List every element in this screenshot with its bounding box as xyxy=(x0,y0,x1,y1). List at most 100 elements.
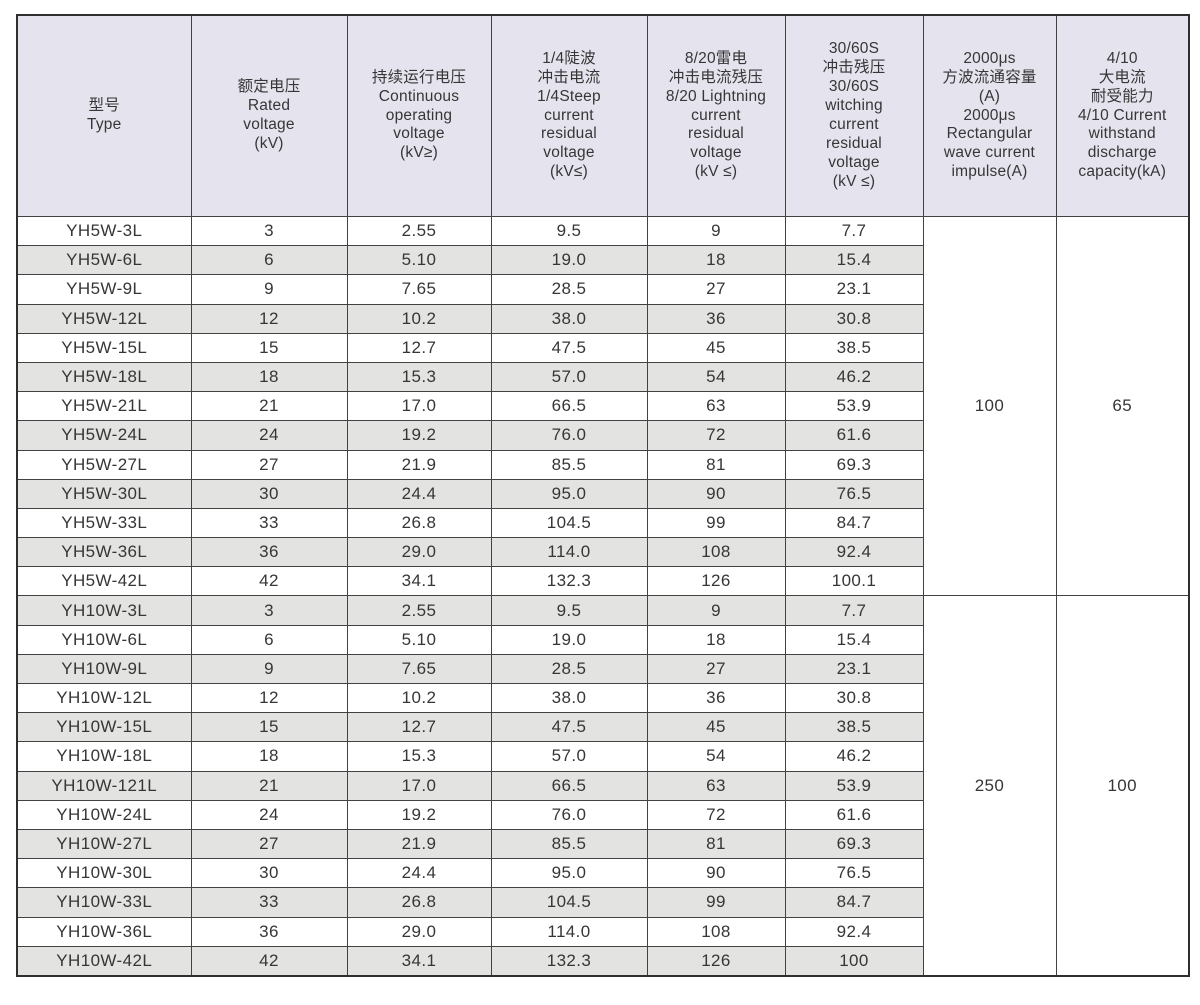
steep-residual-cell: 47.5 xyxy=(490,332,648,363)
rated-voltage-cell: 21 xyxy=(190,391,348,422)
type-cell: YH5W-36L xyxy=(16,537,192,568)
rated-voltage-cell: 33 xyxy=(190,887,348,918)
table-row: YH5W-12L 12 10.2 38.0 36 30.8 xyxy=(16,303,1189,334)
rated-voltage-cell: 21 xyxy=(190,770,348,801)
type-cell: YH10W-33L xyxy=(16,887,192,918)
continuous-operating-voltage-cell: 17.0 xyxy=(346,770,492,801)
rated-voltage-cell: 27 xyxy=(190,449,348,480)
steep-residual-cell: 66.5 xyxy=(490,391,648,422)
type-cell: YH5W-42L xyxy=(16,566,192,597)
table-row: YH5W-36L 36 29.0 114.0 108 92.4 xyxy=(16,537,1189,568)
table-body: YH5W-3L 3 2.55 9.5 9 7.7 100 65 YH5W-6L 6 5.10 19.0… xyxy=(16,215,1190,977)
column-header-lightning-current-residual-voltage: 8/20雷电 冲击电流残压 8/20 Lightning current res… xyxy=(646,14,786,217)
rated-voltage-cell: 6 xyxy=(190,245,348,276)
table-row: YH10W-15L 15 12.7 47.5 45 38.5 xyxy=(16,712,1189,743)
rated-voltage-cell: 36 xyxy=(190,916,348,947)
rated-voltage-cell: 24 xyxy=(190,420,348,451)
lightning-residual-cell: 9 xyxy=(646,595,786,626)
lightning-residual-cell: 90 xyxy=(646,858,786,889)
switching-residual-cell: 69.3 xyxy=(784,828,924,860)
rated-voltage-cell: 12 xyxy=(190,682,348,714)
continuous-operating-voltage-cell: 15.3 xyxy=(346,361,492,393)
steep-residual-cell: 95.0 xyxy=(490,858,648,889)
type-cell: YH5W-27L xyxy=(16,449,192,480)
lightning-residual-cell: 36 xyxy=(646,303,786,334)
continuous-operating-voltage-cell: 10.2 xyxy=(346,682,492,714)
continuous-operating-voltage-cell: 29.0 xyxy=(346,537,492,568)
table-row: YH5W-3L 3 2.55 9.5 9 7.7 100 65 xyxy=(16,215,1190,597)
continuous-operating-voltage-cell: 21.9 xyxy=(346,449,492,480)
rated-voltage-cell: 27 xyxy=(190,828,348,860)
continuous-operating-voltage-cell: 12.7 xyxy=(346,712,492,743)
switching-residual-cell: 92.4 xyxy=(784,916,924,947)
switching-residual-cell: 7.7 xyxy=(784,595,924,626)
type-cell: YH10W-12L xyxy=(16,682,192,714)
switching-residual-cell: 61.6 xyxy=(784,799,924,830)
steep-residual-cell: 57.0 xyxy=(490,361,648,393)
lightning-residual-cell: 72 xyxy=(646,420,786,451)
type-cell: YH10W-9L xyxy=(16,653,192,685)
switching-residual-cell: 38.5 xyxy=(784,332,924,363)
steep-residual-cell: 132.3 xyxy=(490,945,648,977)
switching-residual-cell: 100 xyxy=(784,945,924,977)
type-cell: YH10W-6L xyxy=(16,624,192,655)
continuous-operating-voltage-cell: 34.1 xyxy=(346,945,492,977)
steep-residual-cell: 76.0 xyxy=(490,420,648,451)
type-cell: YH10W-18L xyxy=(16,741,192,772)
steep-residual-cell: 9.5 xyxy=(490,595,648,626)
switching-residual-cell: 30.8 xyxy=(784,303,924,334)
switching-residual-cell: 38.5 xyxy=(784,712,924,743)
type-cell: YH10W-3L xyxy=(16,595,192,626)
continuous-operating-voltage-cell: 7.65 xyxy=(346,274,492,305)
type-cell: YH10W-36L xyxy=(16,916,192,947)
table-row: YH10W-6L 6 5.10 19.0 18 15.4 xyxy=(16,624,1189,655)
table-row: YH10W-3L 3 2.55 9.5 9 7.7 250 100 xyxy=(16,595,1190,977)
switching-residual-cell: 23.1 xyxy=(784,274,924,305)
continuous-operating-voltage-cell: 26.8 xyxy=(346,887,492,918)
table-row: YH5W-42L 42 34.1 132.3 126 100.1 xyxy=(16,566,1189,597)
switching-residual-cell: 100.1 xyxy=(784,566,924,597)
switching-residual-cell: 15.4 xyxy=(784,624,924,655)
lightning-residual-cell: 99 xyxy=(646,507,786,539)
type-cell: YH5W-3L xyxy=(16,215,192,247)
type-cell: YH5W-18L xyxy=(16,361,192,393)
switching-residual-cell: 53.9 xyxy=(784,770,924,801)
type-cell: YH5W-30L xyxy=(16,478,192,509)
table-row: YH10W-27L 27 21.9 85.5 81 69.3 xyxy=(16,828,1189,860)
continuous-operating-voltage-cell: 34.1 xyxy=(346,566,492,597)
continuous-operating-voltage-cell: 24.4 xyxy=(346,478,492,509)
rated-voltage-cell: 18 xyxy=(190,741,348,772)
switching-residual-cell: 84.7 xyxy=(784,887,924,918)
steep-residual-cell: 114.0 xyxy=(490,916,648,947)
steep-residual-cell: 95.0 xyxy=(490,478,648,509)
continuous-operating-voltage-cell: 5.10 xyxy=(346,245,492,276)
switching-residual-cell: 61.6 xyxy=(784,420,924,451)
rated-voltage-cell: 12 xyxy=(190,303,348,334)
column-header-rectangular-wave-impulse: 2000μs 方波流通容量 (A) 2000μs Rectangular wav… xyxy=(922,14,1057,217)
type-cell: YH5W-15L xyxy=(16,332,192,363)
steep-residual-cell: 9.5 xyxy=(490,215,648,247)
lightning-residual-cell: 27 xyxy=(646,653,786,685)
rated-voltage-cell: 9 xyxy=(190,274,348,305)
steep-residual-cell: 38.0 xyxy=(490,303,648,334)
switching-residual-cell: 84.7 xyxy=(784,507,924,539)
steep-residual-cell: 57.0 xyxy=(490,741,648,772)
header-row: 型号 Type 额定电压 Rated voltage (kV) 持续运行电压 Con… xyxy=(16,14,1190,217)
column-header-rated-voltage: 额定电压 Rated voltage (kV) xyxy=(190,14,348,217)
type-cell: YH10W-24L xyxy=(16,799,192,830)
switching-residual-cell: 46.2 xyxy=(784,741,924,772)
switching-residual-cell: 23.1 xyxy=(784,653,924,685)
lightning-residual-cell: 90 xyxy=(646,478,786,509)
steep-residual-cell: 114.0 xyxy=(490,537,648,568)
steep-residual-cell: 38.0 xyxy=(490,682,648,714)
table-row: YH5W-30L 30 24.4 95.0 90 76.5 xyxy=(16,478,1189,509)
switching-residual-cell: 30.8 xyxy=(784,682,924,714)
rated-voltage-cell: 3 xyxy=(190,215,348,247)
rated-voltage-cell: 18 xyxy=(190,361,348,393)
table-row: YH10W-42L 42 34.1 132.3 126 100 xyxy=(16,945,1189,977)
lightning-residual-cell: 36 xyxy=(646,682,786,714)
switching-residual-cell: 7.7 xyxy=(784,215,924,247)
switching-residual-cell: 92.4 xyxy=(784,537,924,568)
high-current-withstand-cell: 100 xyxy=(1055,595,1190,977)
switching-residual-cell: 53.9 xyxy=(784,391,924,422)
